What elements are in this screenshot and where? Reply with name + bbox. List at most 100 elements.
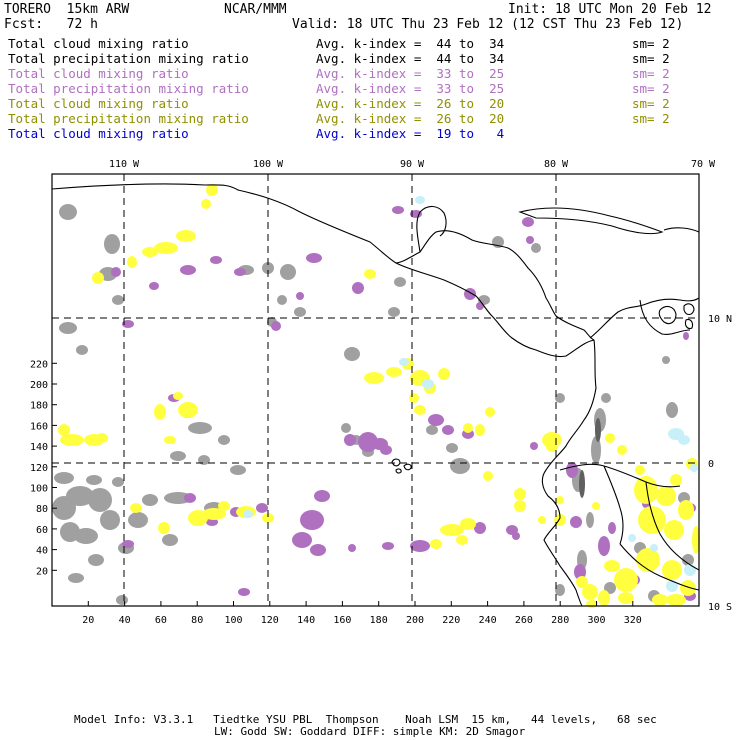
field-blob (662, 560, 682, 580)
coastline (684, 318, 694, 330)
field-blob (352, 282, 364, 294)
field-blob (201, 199, 211, 209)
field-blob (142, 494, 158, 506)
model-name: TORERO 15km ARW (4, 2, 130, 17)
field-blob (440, 524, 464, 536)
field-blob (530, 442, 538, 450)
field-blob (415, 196, 425, 204)
field-blob (422, 379, 434, 389)
field-blob (438, 368, 450, 380)
field-blob (475, 424, 485, 436)
field-blob (184, 493, 196, 503)
map-frame (51, 173, 700, 607)
coastline (541, 339, 597, 607)
coastline (395, 468, 402, 474)
field-blob (262, 513, 274, 523)
field-blob (344, 434, 356, 446)
legend-field: Total precipitation mixing ratio (8, 81, 249, 96)
x-tick-label: 120 (261, 615, 279, 626)
field-blob (582, 584, 598, 600)
field-blob (430, 539, 442, 549)
field-blob (112, 477, 124, 487)
field-blob (618, 592, 634, 604)
field-blob (586, 512, 594, 528)
x-tick-label: 80 (191, 615, 203, 626)
field-blob (218, 501, 230, 511)
field-blob (176, 230, 196, 242)
longitude-label: 70 W (691, 159, 716, 170)
field-blob (426, 425, 438, 435)
field-blob (128, 512, 148, 528)
legend-field: Total cloud mixing ratio (8, 66, 189, 81)
legend-index: Avg. k-index = 44 to 34 (316, 36, 505, 51)
field-blob (344, 347, 360, 361)
y-tick-label: 40 (36, 546, 48, 557)
field-blob (58, 424, 70, 436)
field-blob (100, 510, 120, 530)
legend-sm: sm= 2 (632, 81, 670, 96)
field-blob (605, 433, 615, 443)
field-blob (59, 204, 77, 220)
field-blob (104, 234, 120, 254)
field-blob (154, 404, 166, 420)
longitude-label: 90 W (400, 159, 425, 170)
field-blob (392, 206, 404, 214)
field-blob (399, 358, 409, 366)
coastlines (51, 183, 700, 607)
coastline (589, 297, 700, 339)
field-blob (682, 554, 694, 566)
x-tick-label: 60 (155, 615, 167, 626)
field-blob (256, 503, 268, 513)
field-blob (410, 540, 430, 552)
field-blob (234, 268, 246, 276)
field-blob (514, 500, 526, 512)
field-blob (522, 217, 534, 227)
x-tick-label: 140 (297, 615, 315, 626)
legend-sm: sm= 2 (632, 111, 670, 126)
field-blob (635, 465, 645, 475)
coastline (416, 205, 447, 253)
field-blob (158, 522, 170, 534)
legend-index: Avg. k-index = 19 to 4 (316, 126, 505, 141)
field-blob (230, 465, 246, 475)
field-blob (604, 560, 620, 572)
field-blob (598, 536, 610, 556)
model-info: Model Info: V3.3.1 Tiedtke YSU PBL Thomp… (74, 713, 657, 726)
field-blob (555, 393, 565, 403)
field-blob (202, 508, 226, 520)
field-blob (180, 265, 196, 275)
field-blob (684, 564, 696, 576)
field-blob (292, 532, 312, 548)
field-blob (86, 475, 102, 485)
field-blob (670, 474, 682, 486)
field-blob (579, 470, 585, 498)
field-blob (394, 277, 406, 287)
legend-index: Avg. k-index = 26 to 20 (316, 96, 505, 111)
coastline (658, 305, 677, 325)
organization: NCAR/MMM (224, 2, 287, 17)
axis-ticks: 220 200 180 160 140 120 100 80 60 40 20 20 40 60 80 100… (30, 359, 642, 626)
field-blob (92, 272, 104, 284)
coastline (639, 299, 691, 335)
field-blob (664, 520, 684, 540)
coastline (619, 543, 700, 591)
field-blob (592, 502, 600, 510)
field-blob (650, 544, 658, 552)
legend-field: Total precipitation mixing ratio (8, 51, 249, 66)
field-blob (243, 510, 253, 518)
field-blob (386, 367, 402, 377)
field-blob (576, 576, 588, 588)
legend-field: Total cloud mixing ratio (8, 126, 189, 141)
field-blob (188, 422, 212, 434)
field-blob (88, 554, 104, 566)
field-blob (662, 356, 670, 364)
field-blob (178, 402, 198, 418)
coastline (645, 481, 700, 571)
y-tick-label: 100 (30, 484, 48, 495)
coastline (403, 463, 412, 471)
field-blob (364, 269, 376, 279)
field-blob (514, 488, 526, 500)
field-blob (666, 402, 678, 418)
x-tick-label: 320 (624, 615, 642, 626)
y-tick-label: 80 (36, 504, 48, 515)
